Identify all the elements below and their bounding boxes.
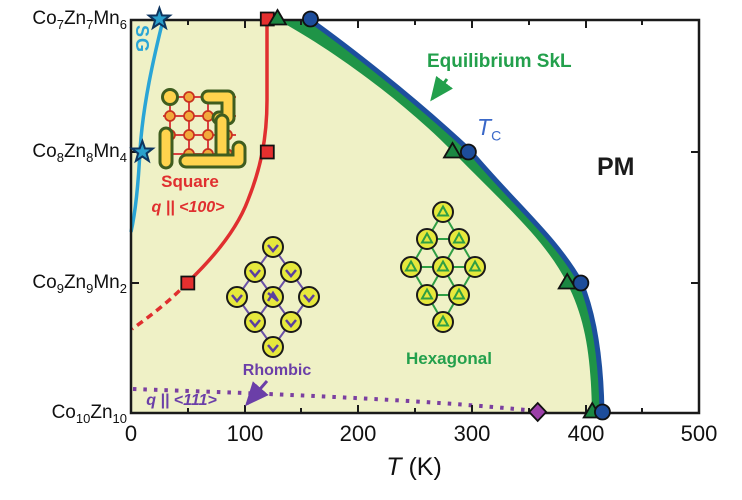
y-axis-label-co9zn9mn2: Co9Zn9Mn2 bbox=[32, 272, 127, 296]
rhombic-region-label: Rhombic bbox=[242, 362, 312, 379]
hexagonal-region-label: Hexagonal bbox=[406, 349, 492, 368]
data-markers bbox=[129, 4, 611, 423]
pm-region-label: PM bbox=[597, 153, 635, 181]
y-axis-label-co8zn8mn4: Co8Zn8Mn4 bbox=[32, 141, 127, 165]
triangle-marker bbox=[267, 8, 288, 26]
rhombic-arrow bbox=[245, 380, 269, 407]
square-boundary-solid bbox=[186, 17, 269, 284]
square-lattice-illustration bbox=[158, 88, 247, 170]
q111-direction-label: q || <111> bbox=[146, 392, 217, 409]
sg-region-label: SG bbox=[132, 25, 152, 54]
q100-direction-label: q || <100> bbox=[151, 199, 225, 216]
x-tick-200: 200 bbox=[339, 421, 377, 446]
x-tick-300: 300 bbox=[453, 421, 491, 446]
circle-marker bbox=[459, 143, 477, 161]
equilibrium-skl-label: Equilibrium SkL bbox=[427, 51, 572, 72]
square-marker bbox=[180, 275, 196, 291]
triangle-marker bbox=[557, 272, 578, 290]
q111-boundary-dashed bbox=[132, 387, 537, 413]
circle-marker bbox=[302, 10, 319, 28]
x-tick-500: 500 bbox=[680, 421, 718, 446]
x-tick-100: 100 bbox=[226, 421, 264, 446]
hexagonal-lattice-illustration bbox=[400, 201, 486, 333]
tc-label: TC bbox=[477, 114, 502, 144]
circle-marker bbox=[572, 274, 590, 292]
circle-marker bbox=[594, 403, 611, 421]
plot-frame bbox=[129, 18, 701, 415]
x-axis-title: T (K) bbox=[386, 453, 442, 481]
triangle-marker bbox=[442, 141, 463, 159]
y-axis-label-co7zn7mn6: Co7Zn7Mn6 bbox=[32, 8, 127, 32]
square-marker bbox=[259, 144, 275, 160]
x-tick-0: 0 bbox=[124, 421, 138, 446]
diamond-marker bbox=[527, 401, 548, 423]
equilibrium-skl-arrow bbox=[430, 75, 453, 102]
square-region-label: Square bbox=[161, 172, 219, 191]
tc-curve bbox=[308, 17, 605, 413]
star-marker bbox=[129, 138, 156, 164]
rhombic-lattice-illustration bbox=[226, 236, 320, 358]
y-axis-label-co10zn10: Co10Zn10 bbox=[51, 402, 127, 426]
x-tick-400: 400 bbox=[567, 421, 605, 446]
star-marker bbox=[146, 4, 173, 31]
